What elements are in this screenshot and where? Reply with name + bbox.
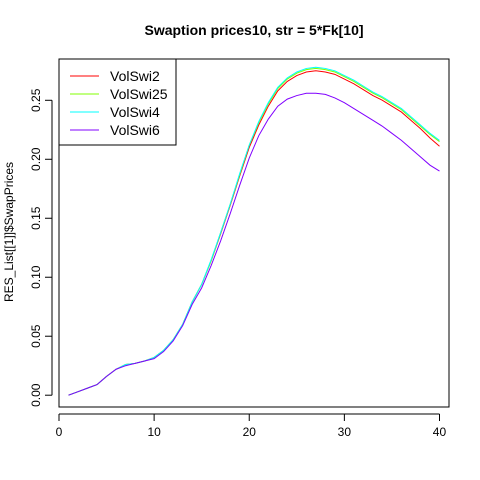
chart-title: Swaption prices10, str = 5*Fk[10] [144, 22, 363, 38]
y-tick-label: 0.00 [29, 383, 43, 407]
y-tick-label: 0.10 [29, 265, 43, 289]
legend-label: VolSwi2 [110, 68, 160, 84]
legend-box [58, 58, 177, 146]
series-line-VolSwi4 [68, 66, 440, 396]
series-line-VolSwi6 [68, 92, 440, 396]
x-tick-label: 20 [243, 425, 257, 439]
x-axis: 0 10 20 30 40 [56, 413, 447, 439]
y-tick-label: 0.25 [29, 88, 43, 112]
y-axis-label: RES_List[[1]]$SwapPrices [2, 162, 16, 302]
plot-frame [58, 58, 450, 408]
x-tick-label: 40 [433, 425, 447, 439]
y-tick-label: 0.20 [29, 147, 43, 171]
legend-label: VolSwi4 [110, 104, 160, 120]
y-tick-label: 0.05 [29, 324, 43, 348]
legend-label: VolSwi25 [110, 86, 168, 102]
legend: VolSwi2 VolSwi25 VolSwi4 VolSwi6 [58, 58, 177, 146]
y-axis: 0.00 0.05 0.10 0.15 0.20 0.25 [29, 88, 53, 407]
legend-label: VolSwi6 [110, 122, 160, 138]
y-tick-label: 0.15 [29, 206, 43, 230]
x-tick-label: 30 [338, 425, 352, 439]
x-tick-label: 10 [147, 425, 161, 439]
x-tick-label: 0 [56, 425, 63, 439]
series-lines [68, 66, 440, 396]
